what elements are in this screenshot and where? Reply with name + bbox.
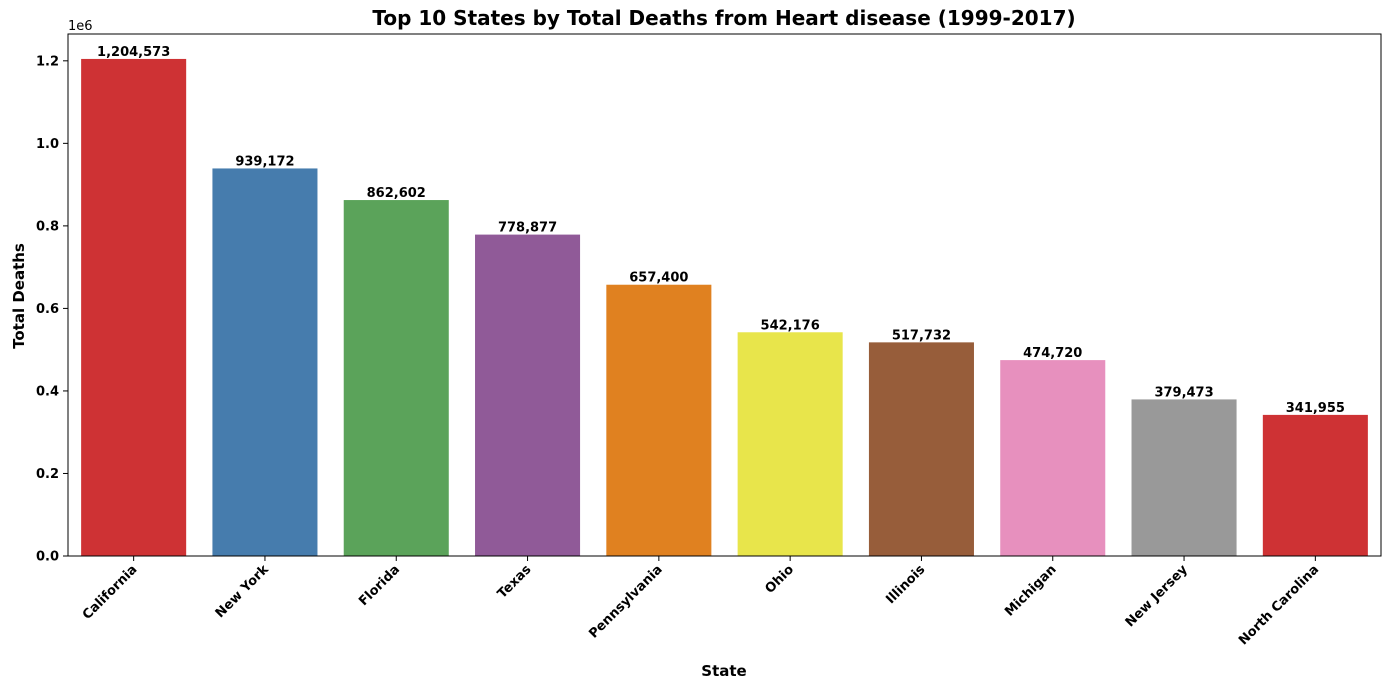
y-tick-label: 0.6 xyxy=(36,302,59,317)
bar-new-york xyxy=(212,168,318,556)
value-label: 474,720 xyxy=(1023,346,1082,361)
x-tick-label: Ohio xyxy=(763,562,797,596)
x-tick-label: Florida xyxy=(356,562,403,609)
bar-ohio xyxy=(737,332,843,556)
value-label: 862,602 xyxy=(367,186,426,201)
bar-pennsylvania xyxy=(606,284,712,556)
value-label: 542,176 xyxy=(761,318,820,333)
x-tick-label: New York xyxy=(213,562,272,621)
chart-title: Top 10 States by Total Deaths from Heart… xyxy=(372,6,1075,30)
value-label: 379,473 xyxy=(1154,385,1213,400)
value-label: 778,877 xyxy=(498,221,557,236)
x-tick-label: New Jersey xyxy=(1123,562,1191,630)
y-tick-label: 1.2 xyxy=(36,54,59,69)
bar-michigan xyxy=(1000,360,1106,556)
bar-illinois xyxy=(868,342,974,556)
value-label: 939,172 xyxy=(235,154,294,169)
plot-frame xyxy=(67,33,1382,557)
y-tick-label: 0.0 xyxy=(36,550,59,565)
bar-north-carolina xyxy=(1262,414,1368,556)
value-label: 1,204,573 xyxy=(97,45,170,60)
x-tick-label: California xyxy=(80,562,141,623)
x-tick-label: Pennsylvania xyxy=(586,562,665,641)
value-label: 657,400 xyxy=(629,271,688,286)
x-axis-label: State xyxy=(701,662,746,680)
y-scale-label: 1e6 xyxy=(68,19,93,34)
y-axis-label: Total Deaths xyxy=(10,243,28,349)
y-tick-label: 0.2 xyxy=(36,467,59,482)
x-tick-label: Illinois xyxy=(883,562,928,607)
x-tick-label: North Carolina xyxy=(1236,562,1322,648)
x-tick-label: Texas xyxy=(495,562,535,602)
y-tick-label: 0.8 xyxy=(36,219,59,234)
x-tick-label: Michigan xyxy=(1002,562,1059,619)
bar-florida xyxy=(343,200,449,557)
y-tick-label: 0.4 xyxy=(36,384,59,399)
bar-texas xyxy=(475,234,581,556)
y-tick-label: 1.0 xyxy=(36,137,59,152)
value-label: 341,955 xyxy=(1286,401,1345,416)
value-label: 517,732 xyxy=(892,328,951,343)
plot-area: 1,204,573 939,172 862,602 778,877 657,400 542… xyxy=(36,33,1382,648)
bar-new-jersey xyxy=(1131,399,1237,556)
bar-california xyxy=(81,58,187,556)
